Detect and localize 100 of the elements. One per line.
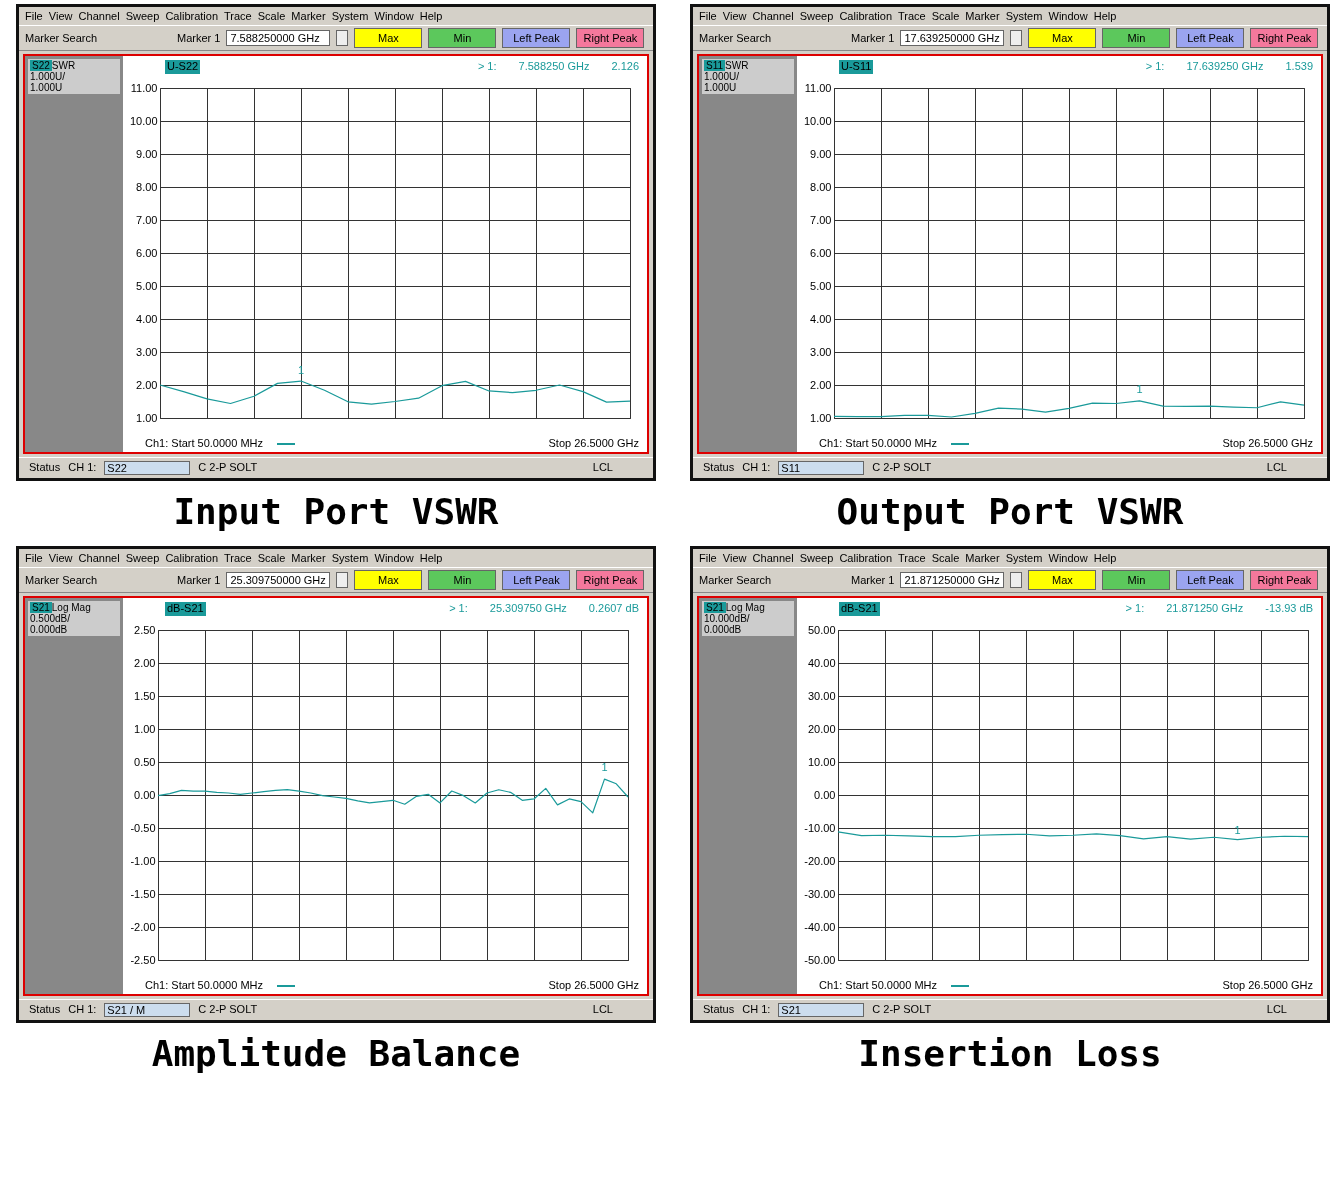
text: File View Channel Sweep Calibration Trace Scale Marker System Window Help — [24, 551, 444, 566]
y-tick-label: 2.00 — [134, 656, 156, 669]
y-tick-label: 0.00 — [814, 788, 836, 801]
text: Status — [29, 1003, 61, 1017]
text: Left Peak — [1176, 570, 1245, 590]
text: Ch1: Start 50.0000 MHz — [145, 437, 264, 449]
y-tick-label: 4.00 — [810, 312, 832, 325]
text: 2.126 — [611, 60, 639, 72]
text: S11 — [778, 461, 865, 475]
y-tick-label: 6.00 — [136, 246, 158, 259]
text: U-S11 — [839, 60, 874, 74]
annotation: 1 — [1234, 823, 1241, 836]
text: SWR — [51, 60, 76, 71]
text: -13.93 dB — [1265, 602, 1313, 614]
text: File View Channel Sweep Calibration Trace Scale Marker System Window Help — [24, 9, 444, 24]
y-tick-label: 8.00 — [810, 180, 832, 193]
text: Stop 26.5000 GHz — [548, 979, 639, 991]
text: 7.588250 GHz — [518, 60, 590, 72]
y-tick-label: 11.00 — [804, 81, 832, 94]
line-series — [159, 380, 631, 405]
text: CH 1: — [68, 461, 97, 475]
y-tick-label: 10.00 — [129, 114, 158, 127]
y-tick-label: -2.00 — [130, 920, 156, 933]
text: 21.871250000 GHz — [900, 572, 1005, 588]
text: LCL — [592, 1003, 613, 1017]
text: 0.000dB — [704, 624, 743, 635]
text: Amplitude Balance — [151, 1032, 521, 1076]
text: Max — [354, 570, 423, 590]
text: CH 1: — [742, 461, 771, 475]
text: Marker 1 — [851, 574, 895, 586]
text: C 2-P SOLT — [872, 1003, 932, 1017]
y-tick-label: 10.00 — [803, 114, 832, 127]
y-tick-label: 1.00 — [810, 411, 832, 424]
y-tick-label: -40.00 — [804, 920, 836, 933]
text: 1.000U/ — [704, 71, 741, 82]
y-tick-label: 9.00 — [810, 147, 832, 160]
text: Left Peak — [502, 28, 571, 48]
text: File View Channel Sweep Calibration Trace Scale Marker System Window Help — [698, 551, 1118, 566]
text: Right Peak — [1250, 28, 1319, 48]
text: Marker Search — [699, 574, 773, 586]
text: Right Peak — [1250, 570, 1319, 590]
y-tick-label: 40.00 — [807, 656, 836, 669]
text: Marker 1 — [851, 32, 895, 44]
text: S11 — [704, 60, 726, 71]
text: Marker 1 — [177, 32, 221, 44]
text: Min — [428, 570, 497, 590]
text: dB-S21 — [839, 602, 880, 616]
text: Stop 26.5000 GHz — [1222, 437, 1313, 449]
y-tick-label: 1.50 — [134, 689, 156, 702]
y-tick-label: 2.50 — [134, 623, 156, 636]
y-tick-label: 0.50 — [134, 755, 156, 768]
text: 1.000U — [30, 82, 64, 93]
text: LCL — [1266, 461, 1287, 475]
text: LCL — [592, 461, 613, 475]
text: Min — [428, 28, 497, 48]
text: CH 1: — [68, 1003, 97, 1017]
text: C 2-P SOLT — [872, 461, 932, 475]
text: C 2-P SOLT — [198, 1003, 258, 1017]
y-tick-label: 3.00 — [136, 345, 158, 358]
text: 17.639250000 GHz — [900, 30, 1005, 46]
text: Ch1: Start 50.0000 MHz — [819, 437, 938, 449]
text: Status — [703, 1003, 735, 1017]
y-tick-label: 1.00 — [136, 411, 158, 424]
y-tick-label: 7.00 — [136, 213, 158, 226]
text: S22 — [30, 60, 52, 71]
y-tick-label: -2.50 — [130, 953, 156, 966]
text: S21 — [704, 602, 726, 613]
text: 1.000U — [704, 82, 738, 93]
y-tick-label: 2.00 — [136, 378, 158, 391]
text: Ch1: Start 50.0000 MHz — [145, 979, 264, 991]
text: 0.2607 dB — [588, 602, 639, 614]
y-tick-label: -20.00 — [804, 854, 836, 867]
text: 7.588250000 GHz — [226, 30, 331, 46]
text: Output Port VSWR — [836, 490, 1184, 534]
y-tick-label: -1.50 — [130, 887, 156, 900]
text: dB-S21 — [165, 602, 206, 616]
text: S21 / M — [104, 1003, 191, 1017]
text: Max — [1028, 570, 1097, 590]
text: Right Peak — [576, 570, 645, 590]
text: 21.871250 GHz — [1166, 602, 1244, 614]
text: 0.500dB/ — [30, 613, 72, 624]
text: Stop 26.5000 GHz — [548, 437, 639, 449]
y-tick-label: 10.00 — [807, 755, 836, 768]
text: > 1: — [1145, 60, 1165, 72]
text: Max — [354, 28, 423, 48]
text: 10.000dB/ — [704, 613, 750, 624]
text: > 1: — [1125, 602, 1145, 614]
y-tick-label: -1.00 — [130, 854, 156, 867]
y-tick-label: 20.00 — [807, 722, 836, 735]
text: > 1: — [449, 602, 468, 614]
text: Left Peak — [1176, 28, 1245, 48]
text: C 2-P SOLT — [198, 461, 258, 475]
text: Marker Search — [699, 32, 773, 44]
text: Min — [1102, 570, 1171, 590]
text: Status — [703, 461, 735, 475]
text: SWR — [725, 60, 749, 71]
y-tick-label: -0.50 — [130, 821, 156, 834]
text: Input Port VSWR — [173, 490, 499, 534]
annotation: 1 — [601, 760, 608, 773]
y-tick-label: 7.00 — [810, 213, 832, 226]
